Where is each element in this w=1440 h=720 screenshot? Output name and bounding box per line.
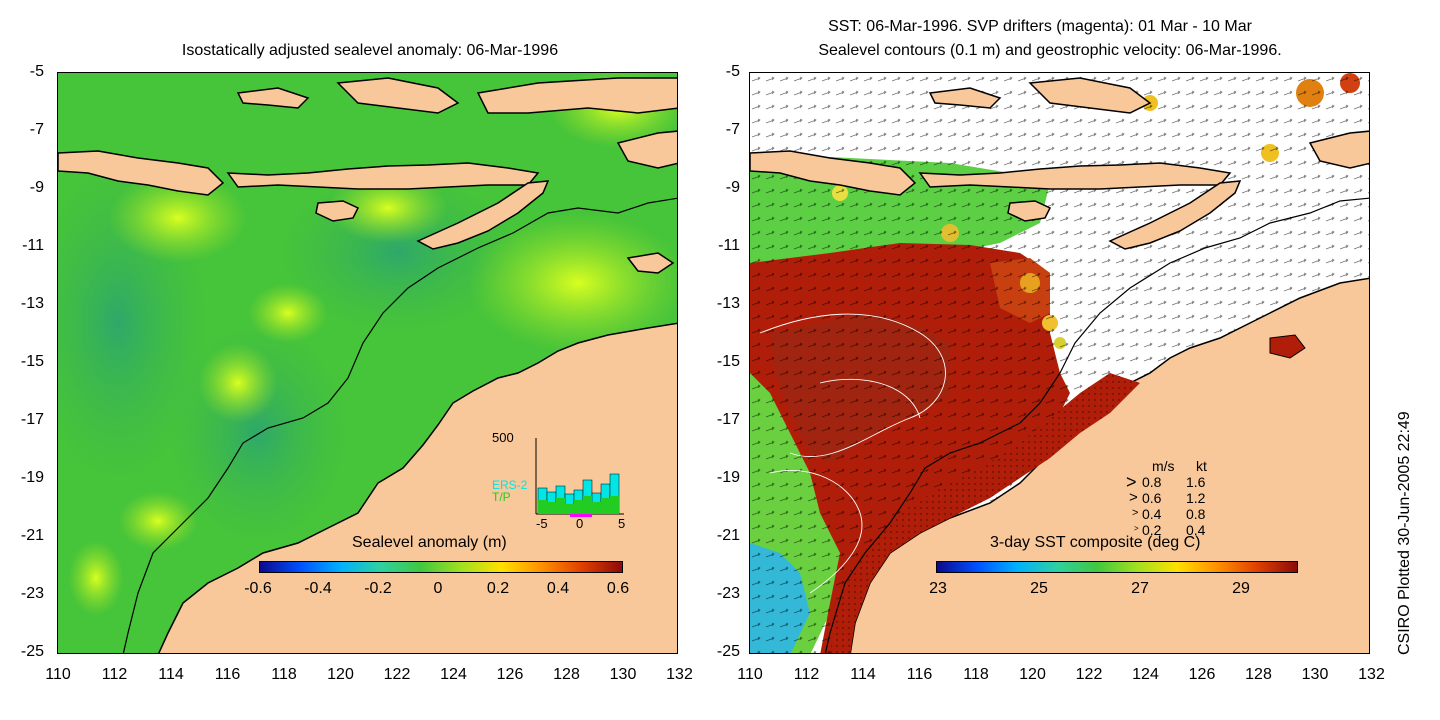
y-tick-label: -5: [29, 63, 44, 80]
y-tick-label: -11: [22, 237, 44, 254]
y-tick-label: -17: [20, 411, 44, 428]
velocity-row-1-kt: 1.6: [1186, 474, 1206, 490]
sst-colorbar-tick: 25: [1030, 580, 1048, 597]
sst-composite-map: [749, 72, 1370, 654]
sealevel-anomaly-map: [57, 72, 678, 654]
inset-xtick-0: 0: [576, 516, 584, 531]
x-tick-label: 116: [214, 666, 241, 683]
x-tick-label: 114: [158, 666, 184, 683]
y-tick-label: -9: [725, 179, 740, 196]
velocity-arrow-icon: >: [1126, 472, 1137, 492]
right-map-title-line1: SST: 06-Mar-1996. SVP drifters (magenta)…: [828, 18, 1252, 35]
x-tick-label: 124: [1132, 666, 1159, 683]
velocity-row-2-ms: 0.6: [1142, 490, 1162, 506]
sst-colorbar-tick: 23: [929, 580, 947, 597]
sealevel-colorbar-label: Sealevel anomaly (m): [352, 534, 507, 551]
velocity-legend-header-ms: m/s: [1152, 458, 1175, 474]
sealevel-colorbar-tick: -0.6: [244, 580, 272, 597]
y-tick-label: -19: [716, 469, 740, 486]
x-tick-label: 118: [963, 666, 989, 683]
y-tick-label: -13: [716, 295, 740, 312]
velocity-row-4-kt: 0.4: [1186, 522, 1206, 538]
x-tick-label: 112: [101, 666, 128, 683]
y-tick-label: -17: [716, 411, 740, 428]
sst-colorbar-label: 3-day SST composite (deg C): [990, 534, 1201, 551]
x-tick-label: 122: [383, 666, 411, 683]
y-tick-label: -15: [20, 353, 44, 370]
left-map-title: Isostatically adjusted sealevel anomaly:…: [181, 42, 559, 59]
sst-colorbar-tick: 27: [1131, 580, 1149, 597]
x-tick-label: 118: [271, 666, 297, 683]
y-tick-label: -25: [716, 643, 740, 660]
x-tick-label: 126: [496, 666, 524, 683]
velocity-arrow-icon: >: [1134, 524, 1139, 533]
velocity-legend-header-kt: kt: [1196, 458, 1207, 474]
y-tick-label: -21: [20, 527, 44, 544]
inset-series-ers2-label: ERS-2: [492, 478, 528, 492]
plot-credit: CSIRO Plotted 30-Jun-2005 22:49: [1396, 411, 1413, 655]
right-map-title-line2: Sealevel contours (0.1 m) and geostrophi…: [818, 42, 1282, 59]
velocity-arrow-icon: >: [1132, 507, 1139, 519]
inset-xtick-neg5: -5: [536, 516, 548, 531]
y-tick-label: -21: [716, 527, 740, 544]
inset-ymax-label: 500: [492, 430, 514, 445]
sealevel-colorbar: [259, 561, 623, 573]
y-tick-label: -23: [716, 585, 740, 602]
velocity-row-2-kt: 1.2: [1186, 490, 1206, 506]
inset-series-tp-label: T/P: [492, 490, 511, 504]
sealevel-colorbar-tick: 0.6: [606, 580, 630, 597]
velocity-arrow-icon: >: [1129, 489, 1138, 506]
y-tick-label: -11: [718, 237, 740, 254]
x-tick-label: 114: [850, 666, 876, 683]
x-tick-label: 124: [440, 666, 467, 683]
y-tick-label: -13: [20, 295, 44, 312]
sealevel-colorbar-tick: 0.4: [546, 580, 570, 597]
x-tick-label: 120: [327, 666, 354, 683]
x-tick-label: 112: [793, 666, 820, 683]
sealevel-colorbar-tick: 0.2: [486, 580, 510, 597]
y-tick-label: -25: [20, 643, 44, 660]
x-tick-label: 116: [906, 666, 933, 683]
y-tick-label: -23: [20, 585, 44, 602]
x-tick-label: 126: [1188, 666, 1216, 683]
y-tick-label: -15: [716, 353, 740, 370]
sealevel-colorbar-tick: 0: [433, 580, 443, 597]
y-tick-label: -19: [20, 469, 44, 486]
x-tick-label: 122: [1075, 666, 1103, 683]
y-tick-label: -7: [29, 121, 44, 138]
y-tick-label: -7: [725, 121, 740, 138]
velocity-row-3-kt: 0.8: [1186, 506, 1206, 522]
x-tick-label: 110: [737, 666, 763, 683]
altimetry-inset-histogram: 500 ERS-2 T/P -5 0 5: [490, 430, 630, 531]
y-tick-label: -9: [29, 179, 44, 196]
x-tick-label: 132: [1358, 666, 1385, 683]
x-tick-label: 130: [1301, 666, 1329, 683]
x-tick-label: 132: [666, 666, 693, 683]
y-tick-label: -5: [725, 63, 740, 80]
x-tick-label: 110: [45, 666, 71, 683]
inset-xtick-5: 5: [618, 516, 626, 531]
x-tick-label: 128: [1245, 666, 1272, 683]
velocity-row-1-ms: 0.8: [1142, 474, 1162, 490]
sealevel-colorbar-tick: -0.2: [364, 580, 392, 597]
sst-colorbar-tick: 29: [1232, 580, 1250, 597]
velocity-row-4-ms: 0.2: [1142, 522, 1162, 538]
sst-colorbar: [936, 561, 1298, 573]
velocity-row-3-ms: 0.4: [1142, 506, 1162, 522]
sealevel-colorbar-tick: -0.4: [304, 580, 332, 597]
x-tick-label: 128: [553, 666, 580, 683]
velocity-legend: m/s kt > 0.8 1.6 > 0.6 1.2 > 0.4 0.8 > 0…: [1126, 458, 1246, 568]
x-tick-label: 130: [609, 666, 637, 683]
x-tick-label: 120: [1019, 666, 1046, 683]
